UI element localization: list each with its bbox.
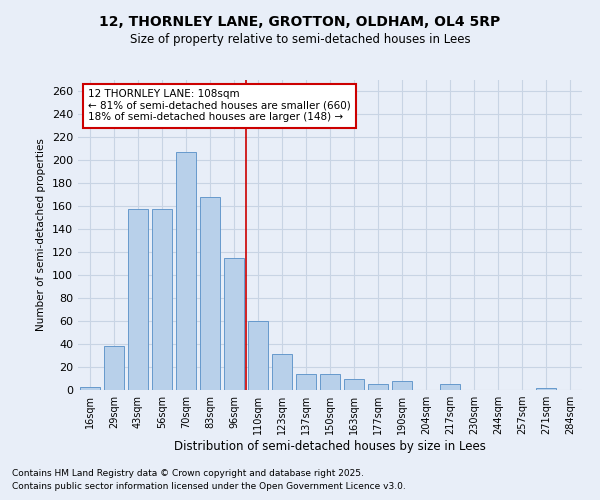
- Bar: [536, 388, 556, 390]
- Bar: [200, 197, 220, 390]
- Bar: [128, 208, 148, 390]
- Bar: [152, 208, 172, 390]
- Bar: [176, 152, 196, 390]
- Y-axis label: Number of semi-detached properties: Number of semi-detached properties: [37, 138, 46, 332]
- Bar: [320, 374, 340, 390]
- Bar: [224, 258, 244, 390]
- Bar: [80, 386, 100, 390]
- Bar: [248, 321, 268, 390]
- Text: 12, THORNLEY LANE, GROTTON, OLDHAM, OL4 5RP: 12, THORNLEY LANE, GROTTON, OLDHAM, OL4 …: [100, 15, 500, 29]
- Bar: [296, 374, 316, 390]
- Text: Contains public sector information licensed under the Open Government Licence v3: Contains public sector information licen…: [12, 482, 406, 491]
- Bar: [392, 381, 412, 390]
- Bar: [440, 384, 460, 390]
- Text: Contains HM Land Registry data © Crown copyright and database right 2025.: Contains HM Land Registry data © Crown c…: [12, 468, 364, 477]
- Text: 12 THORNLEY LANE: 108sqm
← 81% of semi-detached houses are smaller (660)
18% of : 12 THORNLEY LANE: 108sqm ← 81% of semi-d…: [88, 90, 351, 122]
- Text: Size of property relative to semi-detached houses in Lees: Size of property relative to semi-detach…: [130, 32, 470, 46]
- Bar: [368, 384, 388, 390]
- Bar: [344, 378, 364, 390]
- X-axis label: Distribution of semi-detached houses by size in Lees: Distribution of semi-detached houses by …: [174, 440, 486, 453]
- Bar: [272, 354, 292, 390]
- Bar: [104, 346, 124, 390]
